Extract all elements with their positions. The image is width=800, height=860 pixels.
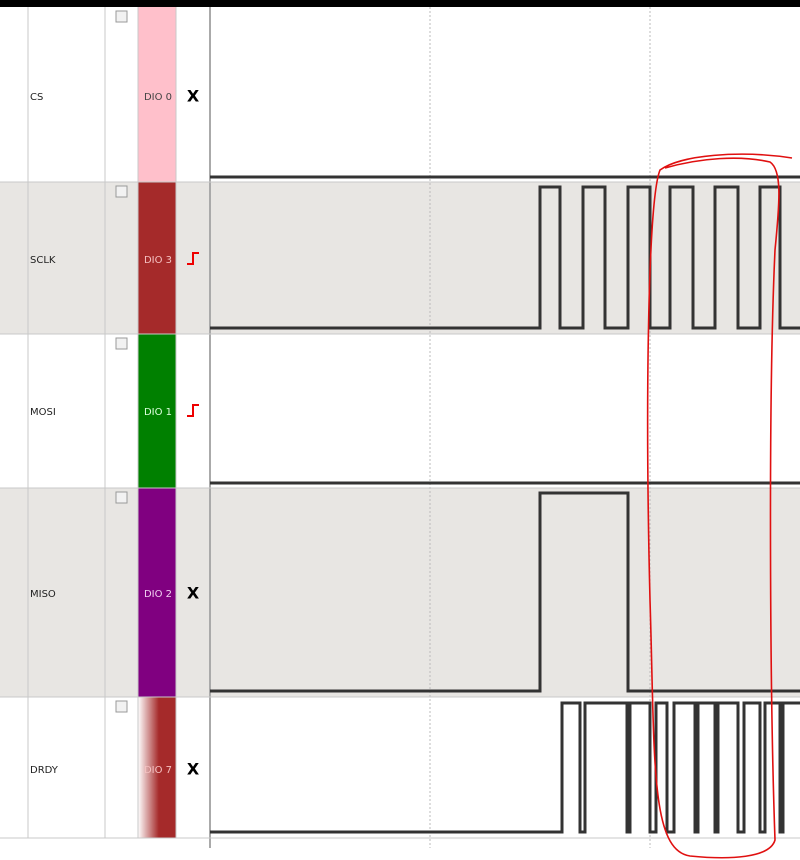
channel-name: CS <box>30 92 43 103</box>
channel-dio: DIO 1 <box>144 407 172 418</box>
trigger: X <box>187 760 200 779</box>
waveform <box>210 701 800 834</box>
waveform <box>210 491 800 693</box>
top-bar <box>0 0 800 7</box>
channel-icons <box>115 10 128 713</box>
trigger: X <box>187 584 200 603</box>
channel-color <box>138 697 176 838</box>
waveform <box>210 185 800 330</box>
row-bg <box>0 182 800 334</box>
trigger-rising <box>187 252 199 265</box>
annotation <box>646 153 793 859</box>
channel-name: MOSI <box>30 407 56 418</box>
channel-dio: DIO 2 <box>144 589 172 600</box>
channel-name: SCLK <box>30 255 56 266</box>
channel-name: DRDY <box>30 765 59 776</box>
channel-color <box>138 334 176 488</box>
channel-color <box>138 7 176 182</box>
trigger-rising <box>187 404 199 417</box>
channel-dio: DIO 0 <box>144 92 172 103</box>
channel-dio: DIO 7 <box>144 765 172 776</box>
column-lines <box>0 7 800 848</box>
channel-dio: DIO 3 <box>144 255 172 266</box>
channel-name: MISO <box>30 589 56 600</box>
trigger: X <box>187 87 200 106</box>
channel-color <box>138 182 176 334</box>
channel-color <box>138 488 176 697</box>
row-bg <box>0 488 800 697</box>
